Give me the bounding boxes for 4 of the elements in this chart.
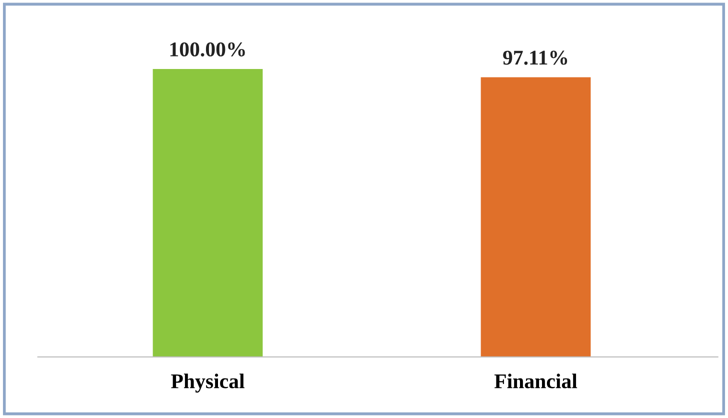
x-tick-label: Physical [171,374,244,393]
data-label: 97.11% [503,50,568,65]
data-label: 100.00% [170,42,245,56]
x-tick-label: Financial [494,374,578,388]
